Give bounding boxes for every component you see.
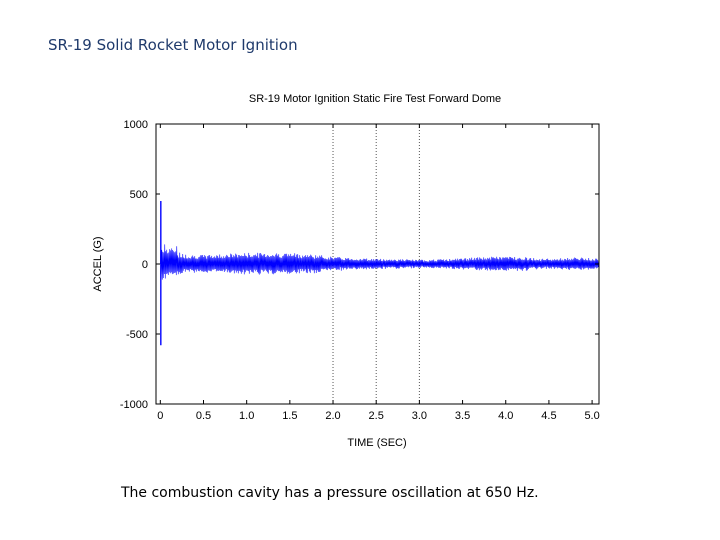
accel-waveform	[160, 244, 600, 280]
y-axis: -1000 -500 0 500 1000	[120, 119, 599, 411]
x-tick-label: 2.5	[369, 410, 384, 422]
caption: The combustion cavity has a pressure osc…	[121, 485, 539, 501]
x-tick-label: 0.5	[196, 410, 211, 422]
plot-area	[160, 124, 600, 404]
y-tick-label: -1000	[120, 399, 148, 411]
x-tick-label: 2.0	[325, 410, 340, 422]
y-tick-label: 1000	[124, 119, 148, 131]
x-tick-label: 0	[157, 410, 163, 422]
x-tick-label: 4.5	[541, 410, 556, 422]
x-axis: 0 0.5 1.0 1.5 2.0 2.5 3.0 3.5 4.0 4.5 5.0	[157, 124, 600, 422]
x-tick-label: 1.5	[282, 410, 297, 422]
x-tick-label: 1.0	[239, 410, 254, 422]
x-tick-label: 3.0	[412, 410, 427, 422]
slide-title: SR-19 Solid Rocket Motor Ignition	[48, 36, 298, 54]
y-tick-label: 0	[142, 259, 148, 271]
x-tick-label: 3.5	[455, 410, 470, 422]
y-axis-label: ACCEL (G)	[92, 236, 104, 291]
x-tick-label: 4.0	[498, 410, 513, 422]
y-tick-label: 500	[130, 189, 148, 201]
x-axis-label: TIME (SEC)	[347, 437, 406, 449]
x-tick-label: 5.0	[584, 410, 599, 422]
y-tick-label: -500	[126, 329, 148, 341]
chart-title: SR-19 Motor Ignition Static Fire Test Fo…	[249, 93, 501, 105]
